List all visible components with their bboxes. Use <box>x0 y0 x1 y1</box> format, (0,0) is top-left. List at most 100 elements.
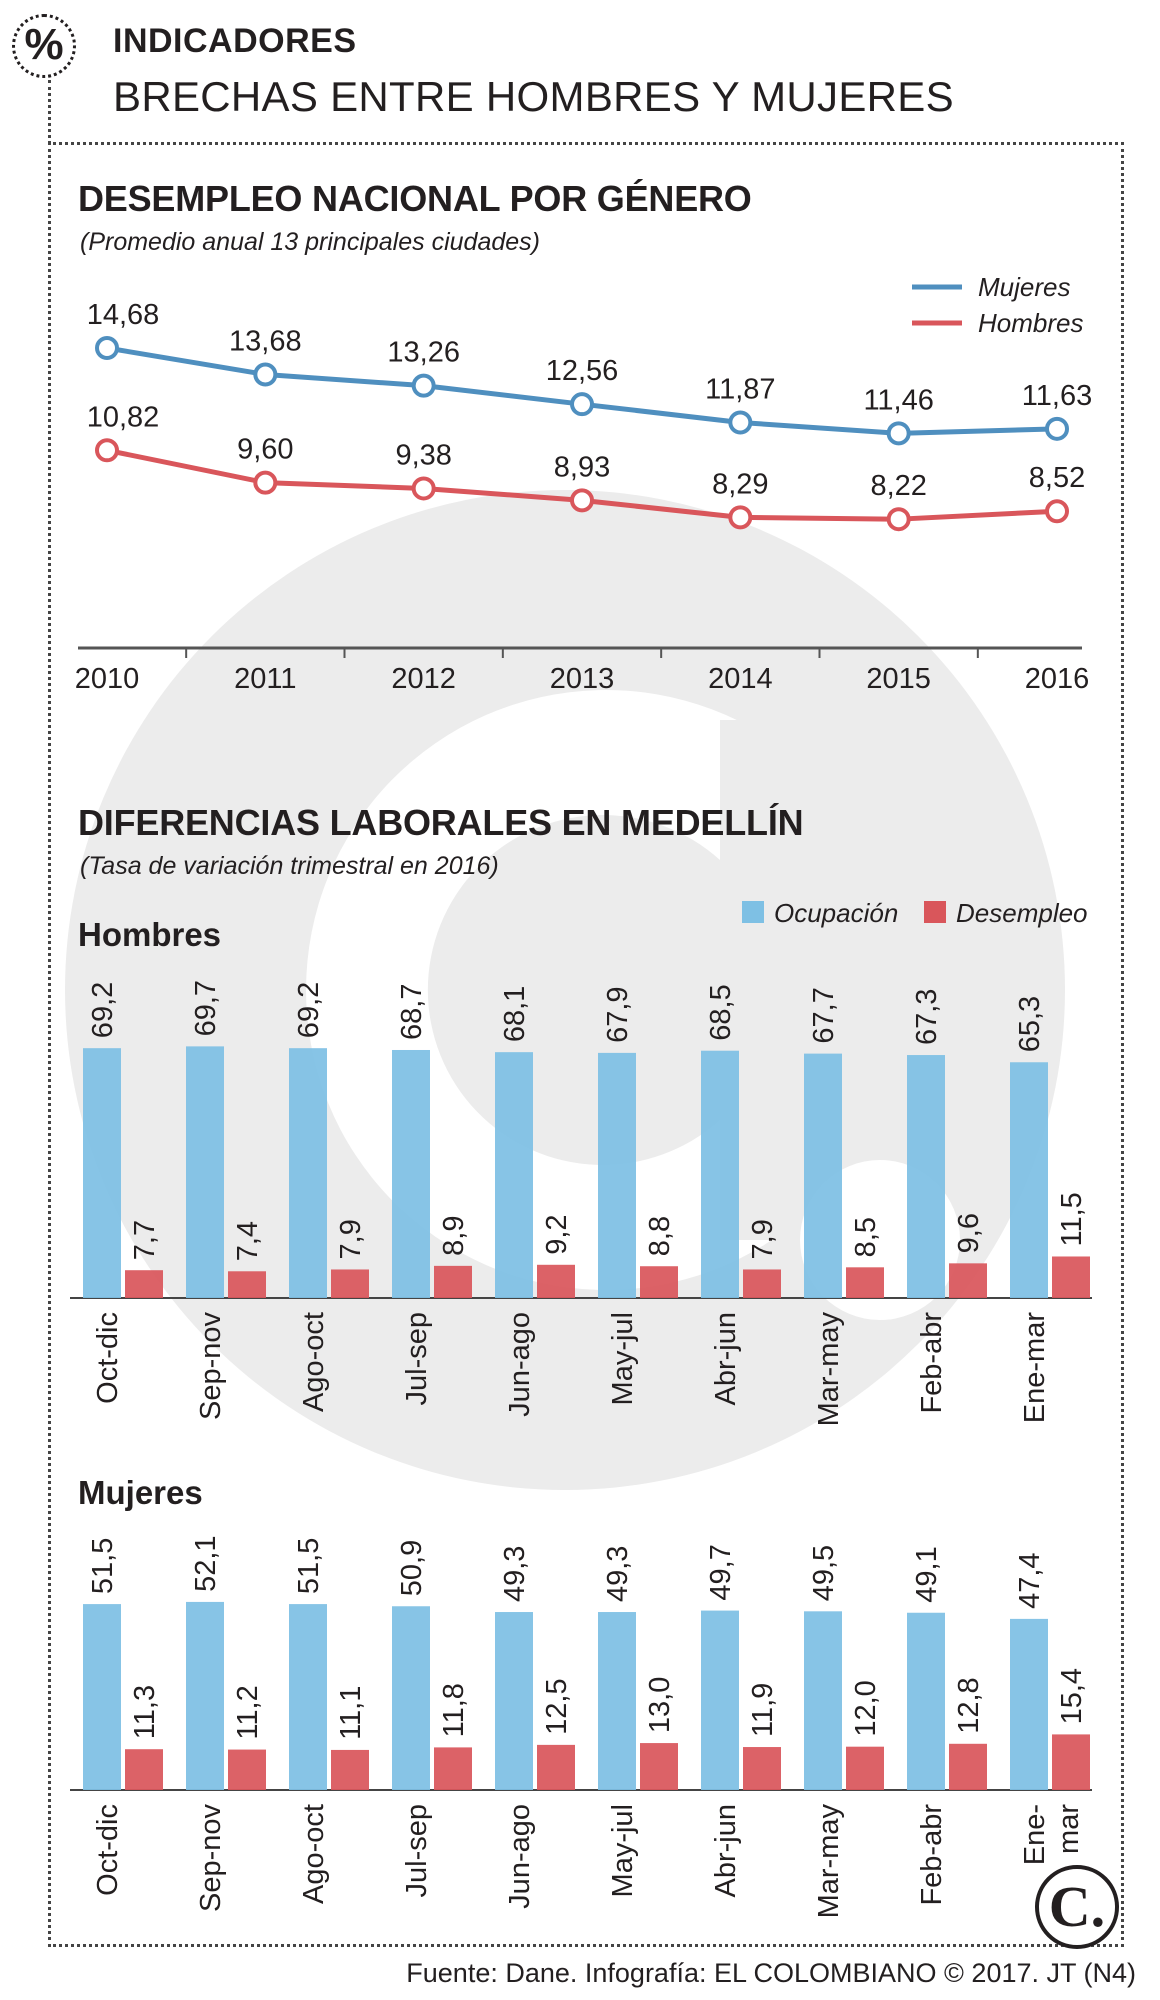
el-colombiano-logo: C. <box>1035 1865 1119 1949</box>
bar-desempleo <box>640 1743 678 1790</box>
category-label: Ene- <box>1019 1804 1051 1865</box>
bar-ocupacion <box>289 1048 327 1298</box>
headline: BRECHAS ENTRE HOMBRES Y MUJERES <box>113 73 954 120</box>
data-label-ocupacion: 51,5 <box>87 1538 119 1594</box>
category-label: Sep-nov <box>195 1804 227 1913</box>
legend-swatch-ocupacion <box>742 901 764 923</box>
data-label: 14,68 <box>87 299 160 331</box>
data-label-ocupacion: 69,2 <box>293 982 325 1038</box>
x-tick-label: 2012 <box>391 663 456 695</box>
category-label: Ago-oct <box>298 1312 330 1412</box>
category-label: May-jul <box>607 1312 639 1405</box>
data-label-ocupacion: 69,2 <box>87 982 119 1038</box>
data-label-desempleo: 8,8 <box>644 1216 676 1256</box>
category-label: Ene-mar <box>1019 1312 1051 1424</box>
bar-desempleo <box>537 1264 575 1298</box>
bar-ocupacion <box>289 1604 327 1790</box>
data-label: 9,38 <box>395 439 451 471</box>
bar-desempleo <box>743 1269 781 1298</box>
data-label-ocupacion: 67,9 <box>602 986 634 1042</box>
bar-desempleo <box>434 1265 472 1298</box>
data-label: 11,63 <box>1022 380 1092 412</box>
bar-desempleo <box>331 1749 369 1790</box>
data-point-mujeres <box>95 336 119 360</box>
category-label: Abr-jun <box>710 1804 742 1898</box>
data-point-mujeres <box>411 373 436 398</box>
bar-desempleo <box>537 1744 575 1790</box>
data-label-desempleo: 8,9 <box>438 1216 470 1256</box>
data-label-ocupacion: 49,1 <box>911 1546 943 1602</box>
data-point-hombres <box>728 505 753 530</box>
category-label: Jun-ago <box>504 1312 536 1417</box>
category-label: Mar-may <box>813 1804 845 1919</box>
bar-ocupacion <box>186 1046 224 1298</box>
bar-ocupacion <box>392 1606 430 1790</box>
data-label-desempleo: 7,4 <box>232 1221 264 1261</box>
data-label-desempleo: 9,2 <box>541 1214 573 1254</box>
x-tick-label: 2014 <box>708 663 773 695</box>
data-label-desempleo: 11,1 <box>335 1686 367 1740</box>
bar-desempleo <box>640 1266 678 1298</box>
group-title-hombres: Hombres <box>78 916 222 953</box>
bar-desempleo <box>434 1747 472 1790</box>
dotted-frame <box>48 142 1124 1947</box>
data-point-mujeres <box>728 410 753 435</box>
watermark-c-shape <box>306 690 810 1290</box>
data-label-ocupacion: 49,3 <box>602 1546 634 1602</box>
frame-top-border <box>48 142 1124 145</box>
bar-ocupacion <box>804 1611 842 1790</box>
data-label-desempleo: 7,9 <box>335 1219 367 1259</box>
data-point-hombres <box>95 438 119 463</box>
x-tick-label: 2013 <box>550 663 615 695</box>
data-label: 8,93 <box>554 451 610 483</box>
line-chart: 2010 2011 2012 2013 2014 2015 2016 14,68 13,68 13… <box>75 272 1092 695</box>
category-label: May-jul <box>607 1804 639 1897</box>
category-label: Sep-nov <box>195 1312 227 1421</box>
bar-desempleo <box>949 1743 987 1790</box>
legend-label-ocupacion: Ocupación <box>774 898 898 928</box>
data-label-desempleo: 11,3 <box>129 1685 161 1739</box>
data-label-desempleo: 12,8 <box>953 1677 985 1733</box>
data-label-ocupacion: 51,5 <box>293 1538 325 1594</box>
data-label-desempleo: 11,5 <box>1056 1192 1088 1246</box>
bar-desempleo <box>846 1267 884 1298</box>
data-label-ocupacion: 52,1 <box>190 1535 222 1591</box>
category-label: Jun-ago <box>504 1804 536 1909</box>
data-label-desempleo: 11,8 <box>438 1683 470 1737</box>
data-label: 8,29 <box>712 468 768 500</box>
category-label: mar <box>1053 1804 1085 1854</box>
data-point-hombres <box>1045 499 1069 524</box>
legend-label-mujeres: Mujeres <box>978 272 1070 302</box>
data-label-desempleo: 13,0 <box>644 1677 676 1733</box>
bar-ocupacion <box>495 1052 533 1298</box>
section1-title: DESEMPLEO NACIONAL POR GÉNERO <box>78 178 752 219</box>
source-credit: Fuente: Dane. Infografía: EL COLOMBIANO … <box>406 1958 1136 1988</box>
data-label-ocupacion: 49,5 <box>808 1545 840 1601</box>
data-label-ocupacion: 68,5 <box>705 984 737 1040</box>
bar-ocupacion <box>598 1052 636 1298</box>
bar-ocupacion <box>804 1053 842 1298</box>
x-tick-label: 2016 <box>1025 663 1090 695</box>
data-label-desempleo: 9,6 <box>953 1213 985 1253</box>
legend-label-hombres: Hombres <box>978 308 1083 338</box>
bar-desempleo <box>228 1749 266 1790</box>
data-label-ocupacion: 65,3 <box>1014 996 1046 1052</box>
data-point-mujeres <box>570 392 594 417</box>
data-point-hombres <box>570 488 594 513</box>
logo-letter: C. <box>1048 1874 1106 1939</box>
data-point-mujeres <box>1045 416 1069 441</box>
category-label: Mar-may <box>813 1312 845 1427</box>
category-label: Abr-jun <box>710 1312 742 1406</box>
section2-title: DIFERENCIAS LABORALES EN MEDELLÍN <box>78 802 804 843</box>
bar-ocupacion <box>701 1610 739 1790</box>
x-tick-label: 2015 <box>866 663 931 695</box>
bar-desempleo <box>125 1270 163 1298</box>
data-label-desempleo: 11,9 <box>747 1683 779 1737</box>
bar-ocupacion <box>1010 1062 1048 1298</box>
bar-ocupacion <box>495 1612 533 1790</box>
category-label: Oct-dic <box>92 1804 124 1896</box>
data-label: 9,60 <box>237 434 293 466</box>
data-point-mujeres <box>253 362 278 387</box>
bar-ocupacion <box>701 1050 739 1298</box>
bar-desempleo <box>228 1271 266 1298</box>
